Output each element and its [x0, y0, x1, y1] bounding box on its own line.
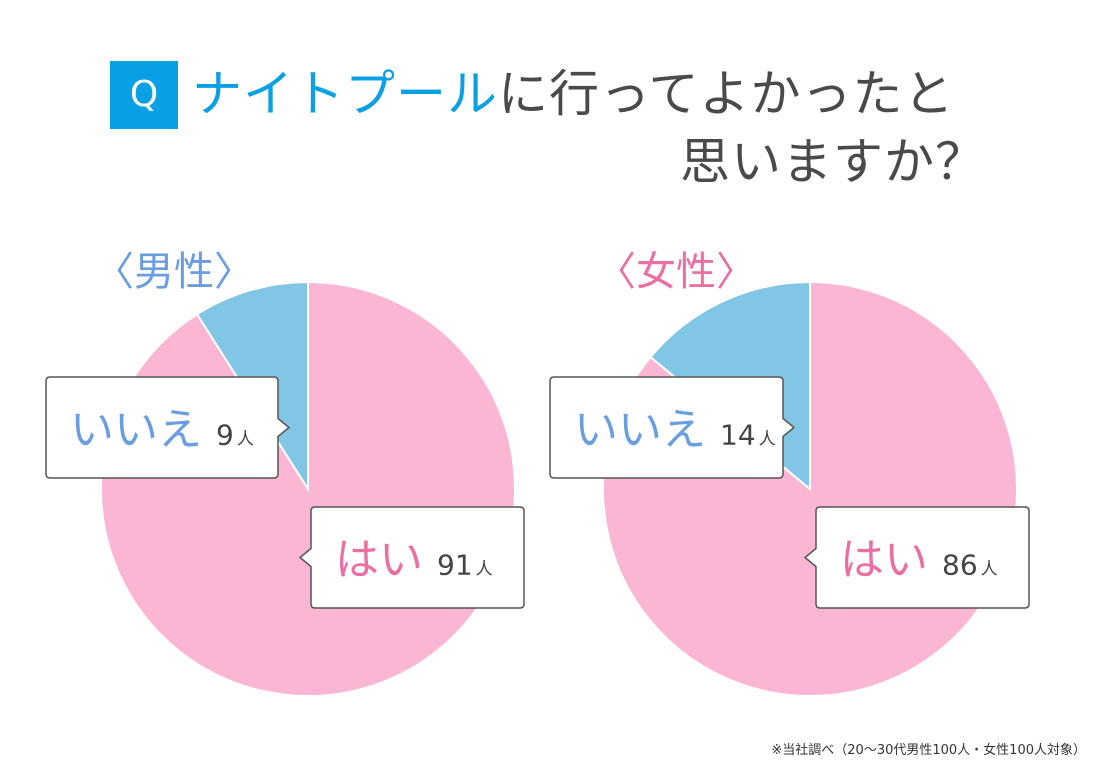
female-callout-no: いいえ 14 人 [549, 376, 796, 479]
male-callout-yes-label: はい [335, 535, 423, 586]
question-badge: Q [110, 61, 178, 129]
female-callout-yes: はい 86 人 [803, 506, 1030, 609]
female-callout-yes-label: はい [840, 535, 928, 586]
page-title-line-2: 思いますか？ [680, 133, 986, 191]
page-title-line-1: ナイトプールに行ってよかったと [192, 64, 955, 124]
male-chart-title: 〈男性〉 [94, 249, 254, 295]
female-callout-no-box [549, 376, 796, 479]
male-callout-no-label: いいえ [70, 405, 202, 456]
male-callout-no-unit: 人 [237, 430, 254, 450]
female-callout-no-unit: 人 [759, 430, 776, 450]
footnote: ※当社調べ（20〜30代男性100人・女性100人対象） [771, 743, 1086, 758]
male-pie-chart: いいえ 9 人はい 91 人 [45, 280, 525, 697]
male-callout-no-value: 9 [216, 419, 234, 452]
female-chart-title: 〈女性〉 [596, 249, 756, 295]
title-rest: に行ってよかったと [498, 65, 955, 123]
male-callout-yes: はい 91 人 [298, 506, 525, 609]
female-callout-no-label: いいえ [574, 405, 706, 456]
female-callout-no-value: 14 [720, 419, 756, 452]
title-highlight: ナイトプール [192, 65, 498, 123]
female-pie-chart: いいえ 14 人はい 86 人 [549, 280, 1030, 697]
male-callout-yes-value: 91 [437, 549, 473, 582]
female-callout-yes-unit: 人 [981, 560, 998, 580]
male-callout-no-box [45, 376, 291, 479]
male-callout-no: いいえ 9 人 [45, 376, 291, 479]
male-callout-yes-box [298, 506, 525, 609]
female-callout-yes-value: 86 [942, 549, 978, 582]
female-callout-yes-box [803, 506, 1030, 609]
male-callout-yes-unit: 人 [476, 560, 493, 580]
